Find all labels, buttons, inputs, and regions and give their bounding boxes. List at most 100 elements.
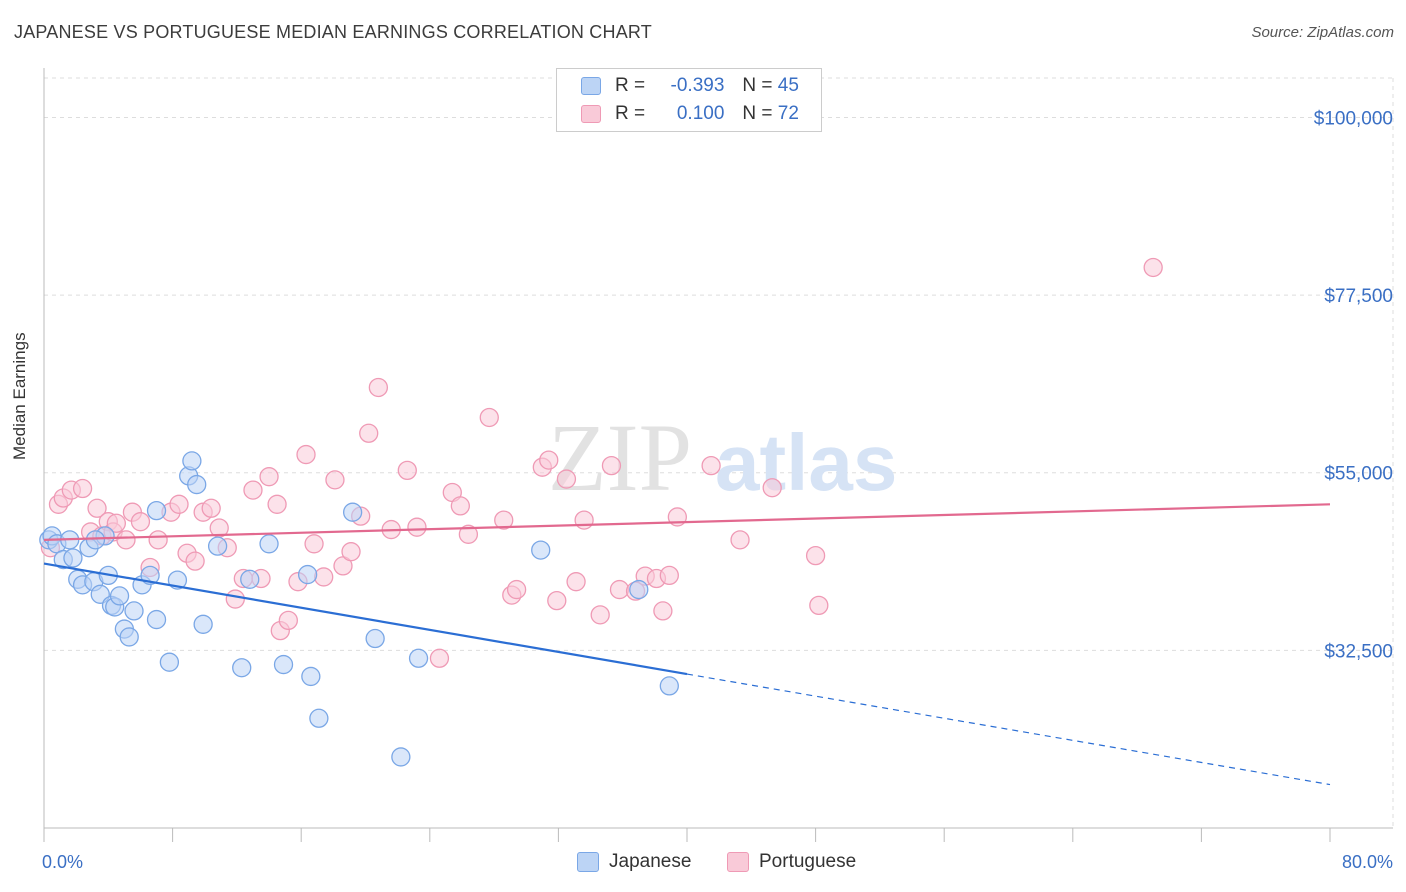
portuguese-point — [601, 455, 622, 476]
trend-lines — [43, 503, 1331, 786]
japanese-point — [259, 534, 279, 554]
portuguese-point — [130, 512, 151, 532]
portuguese-point — [368, 377, 389, 398]
portuguese-point — [458, 524, 479, 544]
legend-row-portuguese: R = 0.100 N = 72 — [581, 101, 799, 127]
portuguese-point — [267, 494, 287, 514]
japanese-n-label: N = — [742, 75, 773, 96]
y-tick-labels: $100,000 $77,500 $55,000 $32,500 — [1314, 108, 1393, 662]
portuguese-point — [566, 572, 586, 592]
y-tick-label: $100,000 — [1314, 108, 1393, 129]
portuguese-point — [407, 517, 427, 537]
portuguese-point — [296, 444, 316, 465]
portuguese-point — [314, 567, 334, 587]
legend-box: R = -0.393 N = 45 R = 0.100 N = 72 — [556, 68, 822, 132]
portuguese-point — [1143, 257, 1163, 278]
portuguese-point — [701, 455, 721, 476]
bottom-japanese-label: Japanese — [609, 851, 692, 872]
japanese-point — [365, 628, 385, 649]
portuguese-point — [87, 498, 107, 518]
japanese-point — [531, 540, 551, 560]
japanese-point — [297, 564, 318, 585]
x-tick-max: 80.0% — [1341, 852, 1393, 872]
japanese-n-value: 45 — [777, 75, 799, 96]
japanese-point — [85, 530, 106, 550]
x-tick-min: 0.0% — [42, 852, 84, 872]
japanese-point — [140, 565, 160, 586]
portuguese-point — [659, 565, 679, 586]
portuguese-point — [397, 460, 417, 481]
y-tick-label: $55,000 — [1324, 464, 1393, 485]
portuguese-point — [730, 530, 750, 550]
legend-row-japanese: R = -0.393 N = 45 — [581, 73, 799, 99]
portuguese-point — [72, 478, 93, 499]
portuguese-point — [359, 423, 379, 443]
japanese-point — [182, 451, 202, 471]
portuguese-point — [429, 648, 450, 668]
japanese-point — [187, 474, 207, 495]
japanese-point — [193, 614, 213, 634]
portuguese-r-label: R = — [615, 103, 646, 124]
japanese-point — [342, 502, 363, 522]
portuguese-n-label: N = — [742, 103, 773, 124]
japanese-trend-extension — [686, 673, 1331, 786]
bottom-portuguese-swatch — [727, 852, 749, 872]
bottom-legend-japanese: Japanese — [577, 851, 691, 873]
portuguese-point — [225, 589, 245, 609]
y-axis-label: Median Earnings — [10, 332, 29, 460]
portuguese-point — [653, 601, 673, 621]
bottom-legend-portuguese: Portuguese — [727, 851, 856, 873]
portuguese-point — [201, 498, 221, 518]
portuguese-point — [556, 469, 577, 489]
portuguese-swatch — [581, 105, 601, 123]
portuguese-point — [259, 467, 279, 487]
portuguese-point — [116, 530, 136, 550]
chart-title: JAPANESE VS PORTUGUESE MEDIAN EARNINGS C… — [14, 22, 652, 42]
japanese-r-value: -0.393 — [670, 75, 725, 96]
portuguese-point — [450, 496, 470, 516]
japanese-point — [309, 708, 329, 728]
japanese-point — [391, 747, 411, 767]
japanese-point — [659, 676, 679, 696]
portuguese-point — [574, 510, 594, 530]
japanese-point — [232, 658, 252, 678]
japanese-swatch — [581, 77, 601, 95]
portuguese-point — [304, 534, 324, 554]
portuguese-point — [106, 513, 126, 533]
japanese-point — [240, 569, 260, 589]
portuguese-point — [169, 494, 189, 514]
japanese-point — [146, 609, 167, 630]
watermark-atlas: atlas — [715, 418, 897, 507]
portuguese-n-value: 72 — [777, 103, 799, 124]
portuguese-point — [547, 590, 567, 611]
japanese-point — [124, 601, 144, 621]
portuguese-point — [325, 470, 345, 490]
watermark-zip: ZIP — [548, 404, 692, 511]
axes — [43, 68, 1393, 842]
portuguese-point — [762, 478, 782, 498]
portuguese-point — [278, 610, 298, 631]
portuguese-point — [185, 551, 205, 571]
portuguese-point — [148, 530, 168, 550]
portuguese-points — [40, 257, 1163, 668]
portuguese-point — [609, 579, 630, 600]
source-label: Source: ZipAtlas.com — [1251, 24, 1394, 41]
portuguese-point — [479, 407, 499, 428]
portuguese-point — [809, 595, 829, 616]
japanese-trend-line — [43, 562, 688, 676]
portuguese-point — [341, 542, 361, 562]
portuguese-point — [539, 450, 559, 470]
japanese-point — [63, 548, 83, 568]
bottom-japanese-swatch — [577, 852, 599, 872]
japanese-point — [273, 654, 294, 675]
japanese-point — [109, 586, 130, 606]
japanese-point — [301, 666, 321, 687]
japanese-point — [408, 648, 429, 668]
y-tick-label: $32,500 — [1324, 641, 1393, 662]
portuguese-trend-line — [43, 503, 1331, 541]
japanese-point — [146, 500, 167, 521]
portuguese-point — [590, 605, 610, 625]
japanese-point — [629, 579, 649, 600]
japanese-point — [159, 652, 180, 672]
